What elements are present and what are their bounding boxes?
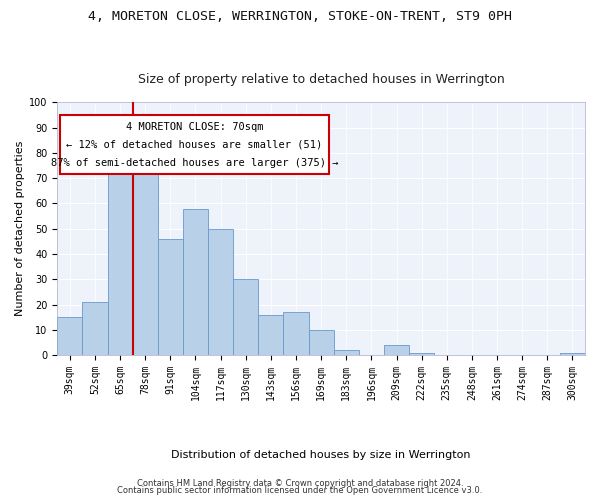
Text: Contains public sector information licensed under the Open Government Licence v3: Contains public sector information licen… bbox=[118, 486, 482, 495]
Bar bbox=[283, 312, 308, 355]
Text: ← 12% of detached houses are smaller (51): ← 12% of detached houses are smaller (51… bbox=[67, 140, 323, 150]
Bar bbox=[560, 352, 585, 355]
Text: Contains HM Land Registry data © Crown copyright and database right 2024.: Contains HM Land Registry data © Crown c… bbox=[137, 478, 463, 488]
Text: 87% of semi-detached houses are larger (375) →: 87% of semi-detached houses are larger (… bbox=[51, 158, 338, 168]
Bar bbox=[233, 280, 259, 355]
Bar bbox=[183, 208, 208, 355]
X-axis label: Distribution of detached houses by size in Werrington: Distribution of detached houses by size … bbox=[172, 450, 471, 460]
Bar bbox=[384, 345, 409, 355]
Bar bbox=[259, 314, 283, 355]
Bar bbox=[334, 350, 359, 355]
Bar bbox=[82, 302, 107, 355]
Bar bbox=[308, 330, 334, 355]
Bar bbox=[158, 239, 183, 355]
Text: 4, MORETON CLOSE, WERRINGTON, STOKE-ON-TRENT, ST9 0PH: 4, MORETON CLOSE, WERRINGTON, STOKE-ON-T… bbox=[88, 10, 512, 23]
Title: Size of property relative to detached houses in Werrington: Size of property relative to detached ho… bbox=[138, 73, 505, 86]
FancyBboxPatch shape bbox=[60, 115, 329, 174]
Bar bbox=[208, 228, 233, 355]
Text: 4 MORETON CLOSE: 70sqm: 4 MORETON CLOSE: 70sqm bbox=[126, 122, 263, 132]
Bar bbox=[57, 317, 82, 355]
Bar bbox=[133, 150, 158, 355]
Bar bbox=[409, 352, 434, 355]
Bar bbox=[107, 163, 133, 355]
Y-axis label: Number of detached properties: Number of detached properties bbox=[15, 141, 25, 316]
